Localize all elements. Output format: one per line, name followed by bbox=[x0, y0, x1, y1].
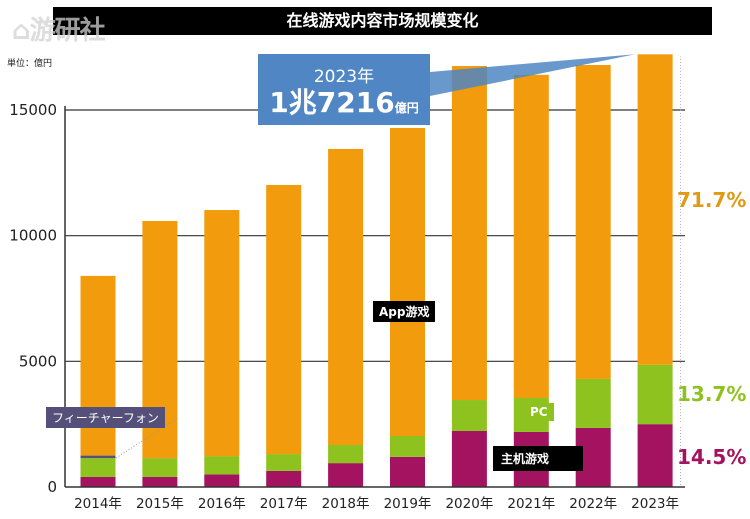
legend-console: 主机游戏 bbox=[493, 446, 584, 471]
watermark-logo: ⌂游研社 bbox=[12, 16, 106, 46]
x-tick-label: 2014年 bbox=[74, 496, 122, 512]
bar-pc bbox=[637, 364, 673, 425]
bar-console bbox=[142, 476, 178, 487]
bar-pc bbox=[328, 445, 364, 464]
unit-label: 単位：億円 bbox=[7, 59, 53, 69]
callout-value: 1兆7216 bbox=[269, 86, 395, 119]
bar-app bbox=[266, 184, 302, 455]
bar-app bbox=[328, 148, 364, 446]
y-tick-label: 0 bbox=[47, 478, 57, 496]
bar-app bbox=[575, 65, 611, 379]
bar-console bbox=[328, 463, 364, 487]
legend-pc: PC bbox=[524, 403, 554, 421]
bar-app bbox=[513, 74, 549, 399]
x-tick-label: 2020年 bbox=[445, 496, 493, 512]
bar-pc bbox=[390, 435, 425, 457]
featurephone-leader bbox=[115, 417, 179, 459]
callout-year: 2023年 bbox=[313, 67, 375, 87]
bar-console bbox=[266, 470, 302, 487]
x-tick-label: 2023年 bbox=[631, 496, 679, 512]
legend-app: App游戏 bbox=[373, 301, 436, 322]
bar-app bbox=[204, 210, 240, 457]
bar-console bbox=[80, 476, 116, 487]
bar-app bbox=[390, 127, 425, 436]
bar-featurephone bbox=[80, 455, 116, 459]
share-pc: 13.7% bbox=[677, 382, 747, 406]
bar-console bbox=[637, 424, 673, 487]
x-tick-label: 2019年 bbox=[384, 496, 432, 512]
x-tick-label: 2021年 bbox=[507, 496, 555, 512]
chart-title: 在线游戏内容市场规模变化 bbox=[53, 7, 712, 35]
bar-pc bbox=[142, 458, 178, 477]
bar-console bbox=[204, 474, 240, 487]
x-tick-label: 2016年 bbox=[198, 496, 246, 512]
total-2023-callout: 2023年 1兆7216億円 bbox=[258, 54, 430, 125]
share-app: 71.7% bbox=[677, 188, 747, 212]
x-tick-label: 2015年 bbox=[136, 496, 184, 512]
bar-pc bbox=[451, 400, 487, 431]
x-tick-label: 2022年 bbox=[569, 496, 617, 512]
x-tick-label: 2018年 bbox=[322, 496, 370, 512]
y-tick-label: 15000 bbox=[9, 101, 57, 119]
bar-pc bbox=[266, 454, 302, 471]
callout-unit: 億円 bbox=[394, 101, 419, 115]
bar-console bbox=[451, 430, 487, 487]
bar-console bbox=[390, 456, 425, 487]
bar-pc bbox=[204, 456, 240, 475]
y-tick-label: 10000 bbox=[9, 227, 57, 245]
legend-featurephone: フィーチャーフォン bbox=[46, 407, 165, 428]
bar-app bbox=[451, 66, 487, 401]
callout-pointer bbox=[430, 54, 636, 96]
share-console: 14.5% bbox=[677, 445, 747, 469]
y-tick-label: 5000 bbox=[19, 352, 57, 370]
bar-pc bbox=[575, 378, 611, 428]
bar-app bbox=[637, 54, 673, 365]
bar-app bbox=[80, 275, 116, 456]
x-tick-label: 2017年 bbox=[260, 496, 308, 512]
bar-pc bbox=[80, 458, 116, 477]
